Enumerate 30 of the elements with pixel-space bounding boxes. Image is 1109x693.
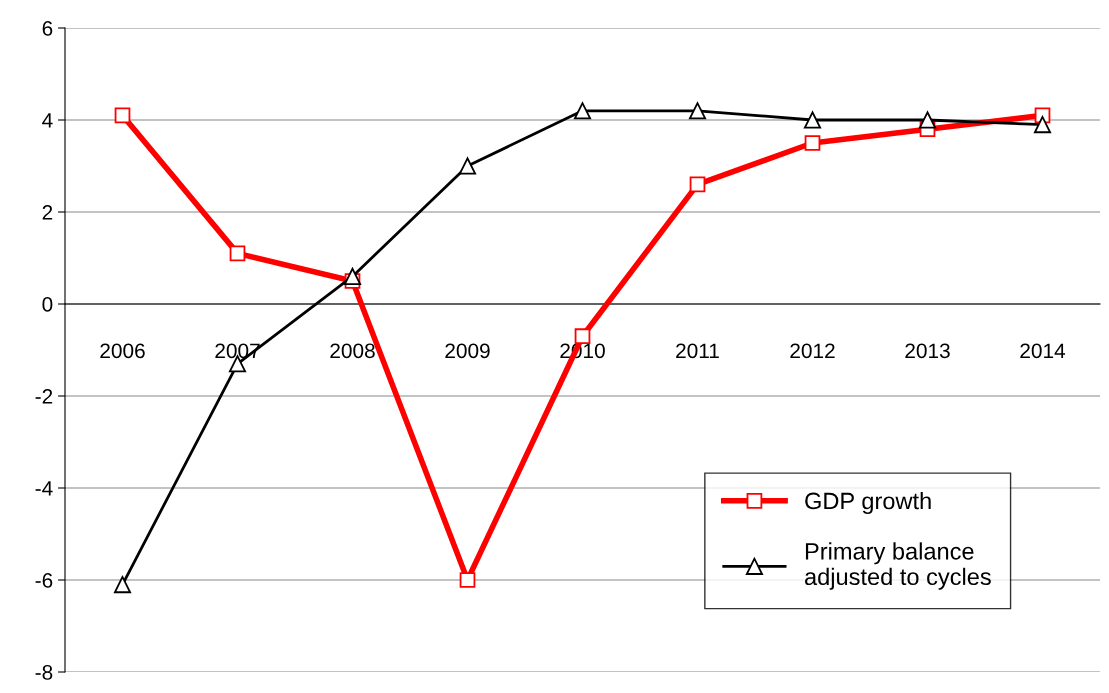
x-tick-label: 2011 <box>676 343 719 359</box>
legend-label: GDP growth <box>805 492 931 515</box>
point <box>229 245 246 262</box>
x-tick-label: 2006 <box>100 343 145 359</box>
x-tick-label: 2014 <box>1020 343 1066 359</box>
y-tick-label: -4 <box>35 481 53 496</box>
x-tick-label: 2012 <box>790 343 835 359</box>
point <box>804 135 821 151</box>
point <box>1033 116 1052 134</box>
point <box>343 267 362 285</box>
y-tick-label: -6 <box>35 573 53 588</box>
point <box>113 576 132 594</box>
point <box>689 176 706 193</box>
point <box>688 102 707 120</box>
x-tick-label: 2013 <box>905 343 950 359</box>
y-tick-label: 0 <box>42 297 53 312</box>
point <box>573 102 592 120</box>
y-tick-label: 6 <box>42 21 53 36</box>
y-tick-label: 4 <box>42 113 53 128</box>
y-tick-label: -2 <box>35 389 53 404</box>
point <box>459 572 476 588</box>
legend-label: Primary balance adjusted to cycles <box>805 542 991 590</box>
x-tick-label: 2008 <box>330 343 375 359</box>
point <box>803 111 822 129</box>
point <box>114 107 131 124</box>
point <box>458 157 477 175</box>
point <box>918 111 937 129</box>
y-tick-label: -8 <box>35 665 53 680</box>
y-tick-label: 2 <box>42 205 53 220</box>
x-tick-label: 2009 <box>445 343 490 359</box>
